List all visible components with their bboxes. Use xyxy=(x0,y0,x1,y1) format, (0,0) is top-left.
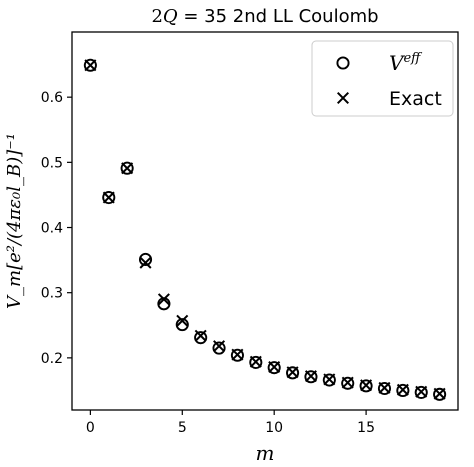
point-veff xyxy=(396,383,410,397)
point-veff xyxy=(377,381,392,396)
y-tick-label: 0.3 xyxy=(41,286,63,302)
point-veff xyxy=(83,58,97,72)
point-veff xyxy=(230,348,244,362)
point-exact xyxy=(194,329,207,342)
y-tick-label: 0.6 xyxy=(41,90,63,106)
point-veff xyxy=(286,366,300,380)
chart-title: 2Q = 35 2nd LL Coulomb xyxy=(151,6,378,27)
point-exact xyxy=(286,366,299,379)
point-veff xyxy=(175,318,189,332)
x-tick-label: 15 xyxy=(357,420,375,436)
chart-title-text: 2Q = 35 2nd LL Coulomb xyxy=(151,6,378,27)
point-veff xyxy=(194,331,208,345)
point-exact xyxy=(213,340,226,353)
legend-marker-exact xyxy=(336,91,350,105)
point-exact xyxy=(121,162,134,175)
point-veff xyxy=(249,355,263,369)
x-axis-label: m xyxy=(256,441,275,465)
point-veff xyxy=(212,341,226,355)
x-tick-label: 10 xyxy=(265,420,283,436)
data-markers xyxy=(83,58,447,401)
point-veff xyxy=(433,387,447,401)
point-exact xyxy=(157,293,170,306)
point-exact xyxy=(102,191,115,204)
y-tick-label: 0.5 xyxy=(41,155,63,171)
point-exact xyxy=(341,376,354,389)
point-exact xyxy=(139,256,152,269)
plot-frame xyxy=(71,31,459,411)
point-veff xyxy=(322,373,336,387)
y-axis-ticks: 0.2 0.3 0.4 0.5 0.6 xyxy=(41,90,72,367)
legend-label-exact: Exact xyxy=(389,88,442,110)
y-axis-label: V_m[e²/(4πε₀l_B)]⁻¹ xyxy=(4,133,25,309)
x-tick-label: 0 xyxy=(86,420,95,436)
point-exact xyxy=(396,383,409,396)
point-veff xyxy=(102,190,116,205)
plot-border xyxy=(71,31,459,411)
point-exact xyxy=(249,355,262,368)
point-exact xyxy=(304,370,317,383)
point-exact xyxy=(268,360,281,373)
point-exact xyxy=(378,381,391,394)
y-axis-label-text: V_m[e²/(4πε₀l_B)]⁻¹ xyxy=(4,133,25,309)
point-exact xyxy=(360,379,373,392)
point-exact xyxy=(433,387,446,400)
y-tick-label: 0.2 xyxy=(41,351,63,367)
point-exact xyxy=(176,314,189,327)
point-exact xyxy=(415,385,428,398)
point-veff xyxy=(138,252,153,267)
y-tick-label: 0.4 xyxy=(41,221,63,237)
point-veff xyxy=(414,385,428,399)
point-exact xyxy=(323,373,336,386)
point-exact xyxy=(84,59,97,72)
point-veff xyxy=(341,376,355,390)
point-veff xyxy=(267,361,281,375)
point-veff xyxy=(359,379,373,393)
legend-marker-veff xyxy=(336,56,350,70)
x-axis-ticks: 0 5 10 15 xyxy=(86,410,375,436)
x-tick-label: 5 xyxy=(178,420,187,436)
point-veff xyxy=(120,161,134,175)
legend-label-veff: Veff xyxy=(389,51,423,75)
legend: Veff Exact xyxy=(311,40,454,117)
point-exact xyxy=(231,348,244,361)
x-axis-label-text: m xyxy=(256,441,275,465)
point-veff xyxy=(304,370,318,384)
